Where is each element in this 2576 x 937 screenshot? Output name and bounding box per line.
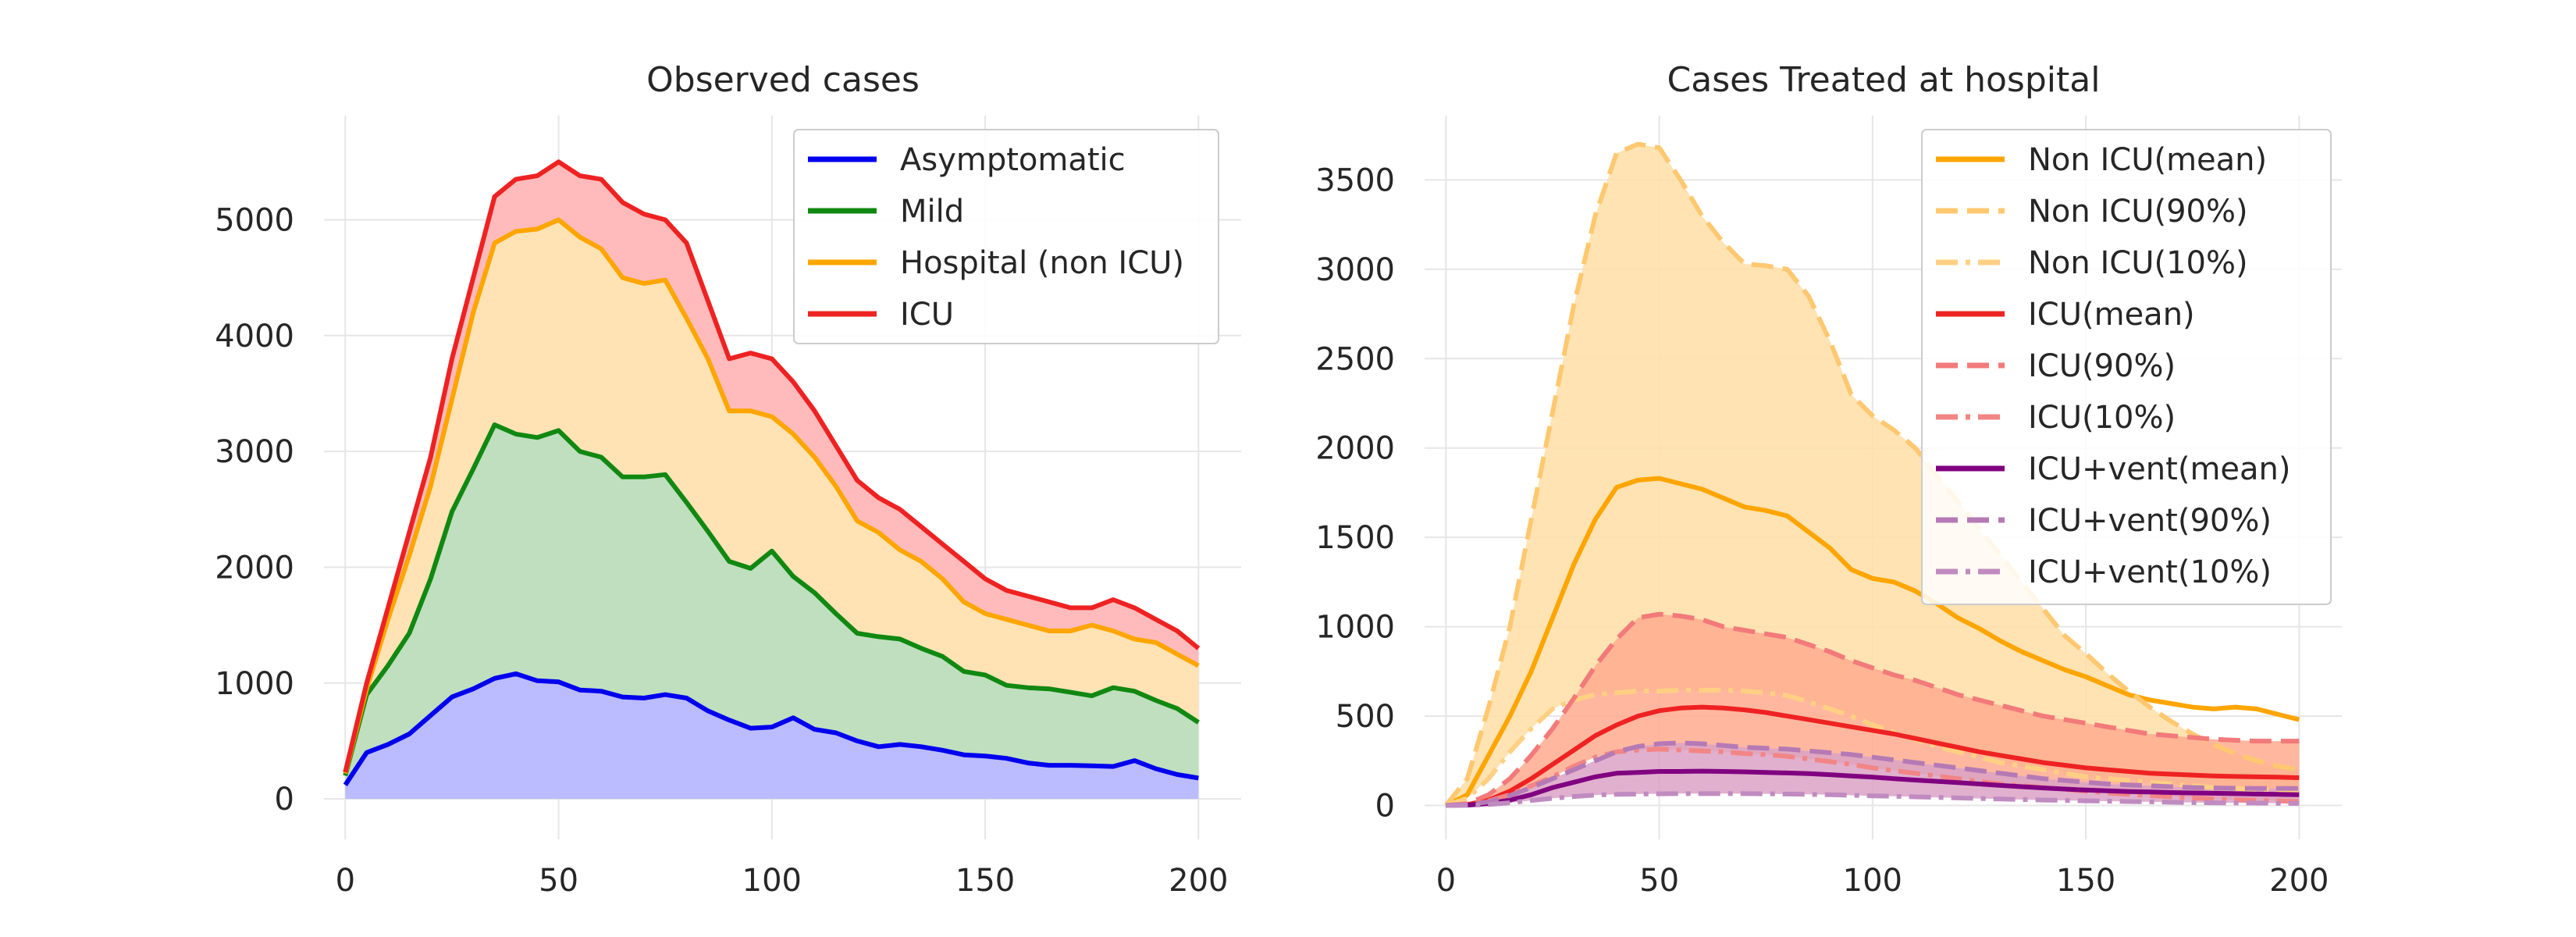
legend-label-icu-vent-mean: ICU+vent(mean) bbox=[2028, 451, 2290, 487]
icu-90-line bbox=[1446, 611, 2300, 808]
icu-mean-line bbox=[1446, 704, 2300, 808]
legend-label-non-icu-90: Non ICU(90%) bbox=[2028, 194, 2248, 230]
y-tick-label: 1000 bbox=[215, 666, 294, 702]
y-tick-label: 4000 bbox=[215, 319, 294, 354]
y-tick-label: 5000 bbox=[215, 202, 294, 238]
legend-label-icu-vent-90: ICU+vent(90%) bbox=[2028, 503, 2272, 539]
non-icu-mean-line bbox=[1444, 476, 2300, 808]
observed-cases-areas bbox=[345, 162, 1199, 800]
legend-label-mild: Mild bbox=[900, 194, 964, 230]
observed-cases-lines bbox=[343, 159, 1201, 786]
legend-label-asymptomatic: Asymptomatic bbox=[900, 142, 1126, 178]
non-icu-90-line bbox=[1443, 141, 2300, 807]
x-tick-label: 0 bbox=[1436, 863, 1456, 899]
non-icu-10-line bbox=[1445, 687, 2300, 808]
legend-label-non-icu-mean: Non ICU(mean) bbox=[2028, 142, 2267, 178]
legend-label-icu-90: ICU(90%) bbox=[2028, 348, 2176, 384]
asymptomatic-area bbox=[345, 673, 1199, 800]
icu-vent-10-line bbox=[1446, 791, 2300, 808]
y-tick-label: 3000 bbox=[1315, 252, 1395, 288]
x-tick-label: 0 bbox=[336, 863, 355, 899]
legend-label-icu-vent-10: ICU+vent(10%) bbox=[2028, 554, 2272, 590]
y-tick-label: 3000 bbox=[215, 434, 294, 470]
x-tick-label: 100 bbox=[1843, 863, 1902, 899]
x-tick-label: 150 bbox=[2056, 863, 2115, 899]
legend-label-icu-mean: ICU(mean) bbox=[2028, 297, 2195, 333]
cases-treated-lines bbox=[1443, 141, 2300, 808]
cases-treated-legend: Non ICU(mean) Non ICU(90%) Non ICU(10%) ICU… bbox=[1921, 129, 2332, 605]
y-tick-label: 3500 bbox=[1315, 162, 1395, 198]
observed-cases-title: Observed cases bbox=[646, 60, 920, 100]
legend-label-hospital-non-icu: Hospital (non ICU) bbox=[900, 245, 1184, 281]
cases-treated-title: Cases Treated at hospital bbox=[1667, 60, 2101, 100]
y-tick-label: 0 bbox=[275, 782, 294, 818]
legend-label-non-icu-10: Non ICU(10%) bbox=[2028, 245, 2248, 281]
icu-90-band bbox=[1446, 614, 2300, 806]
icu-10-line bbox=[1446, 746, 2300, 808]
y-tick-label: 1000 bbox=[1315, 610, 1395, 646]
legend-box bbox=[793, 129, 1219, 344]
asymptomatic-line bbox=[343, 671, 1199, 786]
x-tick-label: 100 bbox=[742, 863, 802, 899]
x-tick-label: 200 bbox=[1169, 863, 1228, 899]
mild-area bbox=[345, 425, 1199, 786]
hospital-non-icu-line bbox=[343, 217, 1200, 775]
legend-label-icu: ICU bbox=[900, 297, 954, 333]
hospital-non-icu-area bbox=[345, 219, 1199, 776]
cases-treated-panel: Cases Treated at hospital 0 50 100 150 20005… bbox=[1315, 60, 2342, 899]
x-tick-label: 150 bbox=[955, 863, 1015, 899]
y-tick-label: 0 bbox=[1375, 789, 1395, 825]
observed-cases-legend: Asymptomatic Mild Hospital (non ICU) ICU bbox=[793, 129, 1219, 344]
y-tick-label: 500 bbox=[1336, 699, 1395, 735]
y-tick-label: 1500 bbox=[1315, 520, 1395, 556]
y-tick-label: 2000 bbox=[215, 550, 294, 586]
icu-line bbox=[343, 159, 1201, 773]
x-tick-label: 200 bbox=[2269, 863, 2329, 899]
y-tick-label: 2500 bbox=[1315, 341, 1395, 377]
legend-label-icu-10: ICU(10%) bbox=[2028, 400, 2176, 436]
x-tick-label: 50 bbox=[1639, 863, 1679, 899]
y-tick-label: 2000 bbox=[1315, 431, 1395, 467]
legend-box bbox=[1921, 129, 2332, 605]
icu-vent-mean-line bbox=[1446, 768, 2300, 808]
mild-line bbox=[343, 422, 1200, 777]
observed-cases-panel: Observed cases 0 50 100 150 2000100020003000… bbox=[215, 60, 1241, 899]
x-tick-label: 50 bbox=[539, 863, 578, 899]
icu-vent-90-line bbox=[1446, 740, 2300, 808]
